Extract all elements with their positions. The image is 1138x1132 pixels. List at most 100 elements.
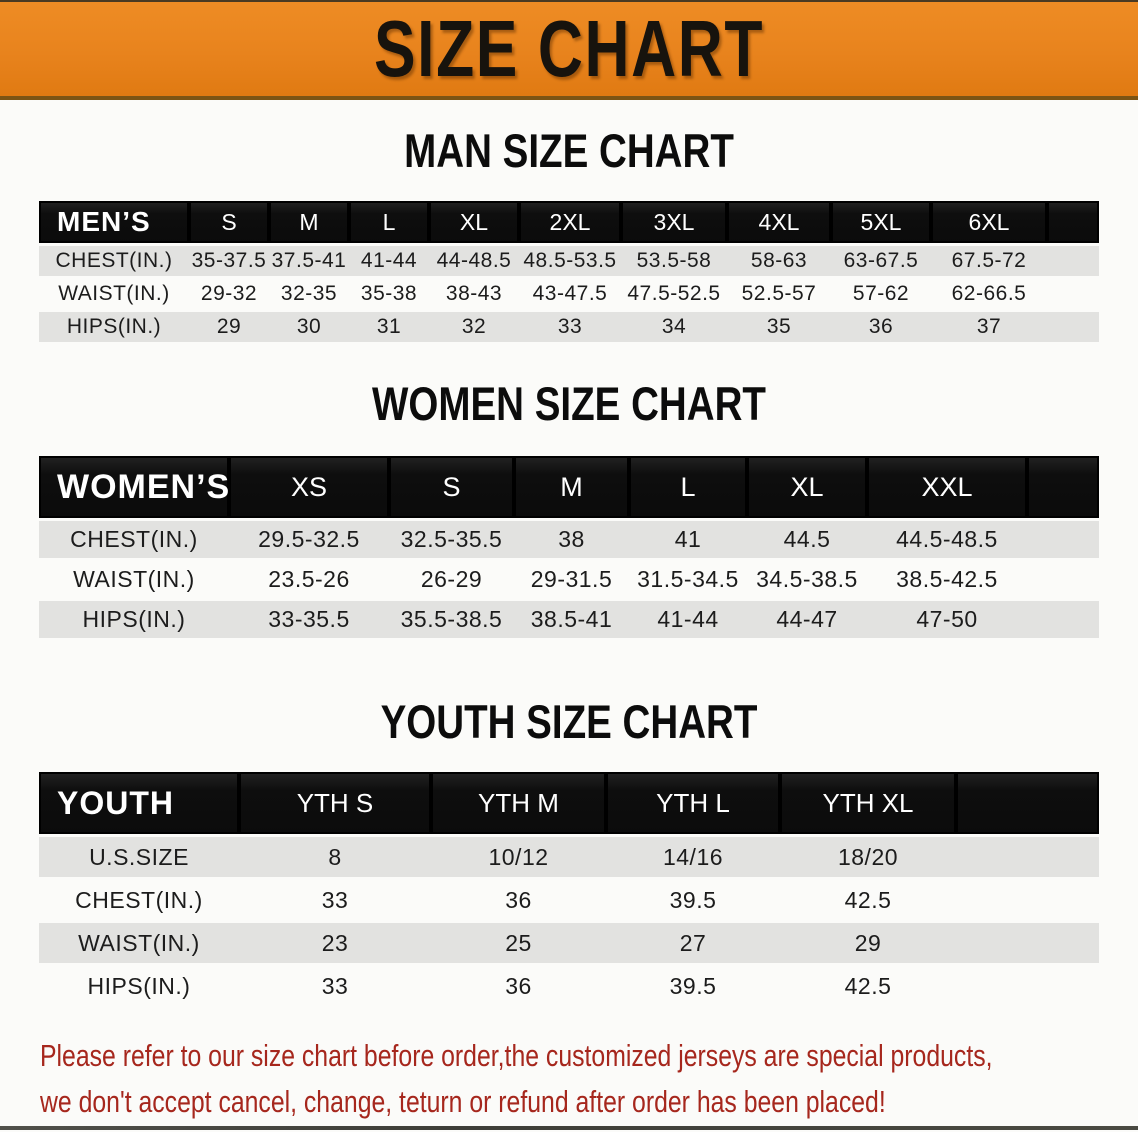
men-size-column-header: S	[189, 201, 269, 243]
women-size-value-cell: 26-29	[420, 566, 483, 592]
youth-row-label: HIPS(IN.)	[87, 972, 191, 999]
youth-corner-label: YOUTH	[39, 772, 239, 834]
men-size-value-cell: 32-35	[280, 282, 338, 305]
men-size-column-header: 4XL	[727, 201, 831, 243]
women-size-value-cell: 34.5-38.5	[756, 566, 858, 592]
men-size-column-header: XL	[429, 201, 519, 243]
youth-size-value-cell: 42.5	[844, 972, 892, 999]
men-size-value-cell: 53.5-58	[621, 246, 727, 276]
women-size-column-header: M	[514, 456, 629, 518]
bottom-edge-bar	[0, 1126, 1138, 1130]
men-size-value-cell: 29	[189, 312, 269, 342]
youth-row-label: WAIST(IN.)	[39, 923, 239, 963]
women-row-spacer	[1027, 561, 1099, 598]
men-size-value-cell: 31	[349, 312, 429, 342]
women-row-label: CHEST(IN.)	[39, 521, 229, 558]
women-size-value-cell: 38	[514, 521, 629, 558]
disclaimer-line-2: we don't accept cancel, change, teturn o…	[40, 1084, 886, 1119]
men-row-label: WAIST(IN.)	[58, 282, 170, 305]
women-size-column-header: XXL	[867, 456, 1027, 518]
women-size-value-cell: 44-47	[747, 601, 867, 638]
youth-size-column-header: YTH XL	[780, 772, 956, 834]
disclaimer-text: Please refer to our size chart before or…	[40, 1033, 1138, 1125]
women-header-row: WOMEN’S XS S M L XL XXL	[39, 456, 1099, 518]
women-size-value-cell: 44.5	[747, 521, 867, 558]
men-size-column-header: M	[269, 201, 349, 243]
men-size-value-cell: 35-38	[360, 282, 418, 305]
men-header-row: MEN’S S M L XL 2XL 3XL 4XL 5XL 6XL	[39, 201, 1099, 243]
men-size-column-header: 6XL	[931, 201, 1047, 243]
women-size-value-cell: 41-44	[629, 601, 747, 638]
youth-size-column-header: YTH S	[239, 772, 431, 834]
women-size-value-cell: 38.5-41	[514, 601, 629, 638]
women-section-heading: WOMEN SIZE CHART	[372, 377, 766, 430]
youth-size-value-cell: 14/16	[606, 837, 780, 877]
women-size-value-cell: 33-35.5	[229, 601, 389, 638]
men-size-column-header: 3XL	[621, 201, 727, 243]
men-size-value-cell: 47.5-52.5	[627, 282, 721, 305]
youth-section-heading: YOUTH SIZE CHART	[380, 695, 758, 748]
women-corner-label: WOMEN’S	[39, 456, 229, 518]
men-size-value-cell: 38-43	[445, 282, 503, 305]
youth-table-row: HIPS(IN.) 33 36 39.5 42.5	[39, 966, 1099, 1006]
disclaimer-line-1: Please refer to our size chart before or…	[40, 1038, 993, 1073]
youth-size-value-cell: 39.5	[669, 972, 717, 999]
youth-size-value-cell: 25	[431, 923, 606, 963]
women-size-value-cell: 23.5-26	[268, 566, 350, 592]
youth-size-value-cell: 10/12	[431, 837, 606, 877]
women-table-row: CHEST(IN.) 29.5-32.5 32.5-35.5 38 41 44.5 44.5…	[39, 521, 1099, 558]
men-size-value-cell: 62-66.5	[951, 282, 1027, 305]
men-size-value-cell: 48.5-53.5	[519, 246, 621, 276]
men-size-value-cell: 44-48.5	[429, 246, 519, 276]
men-size-value-cell: 52.5-57	[741, 282, 817, 305]
men-row-label: HIPS(IN.)	[39, 312, 189, 342]
youth-row-label: U.S.SIZE	[39, 837, 239, 877]
youth-size-value-cell: 8	[239, 837, 431, 877]
women-size-column-header: XS	[229, 456, 389, 518]
men-size-value-cell: 30	[269, 312, 349, 342]
men-header-spacer	[1047, 201, 1099, 243]
youth-size-column-header: YTH L	[606, 772, 780, 834]
women-size-value-cell: 31.5-34.5	[637, 566, 739, 592]
youth-header-spacer	[956, 772, 1099, 834]
women-size-column-header: S	[389, 456, 514, 518]
men-size-value-cell: 29-32	[200, 282, 258, 305]
youth-size-value-cell: 36	[505, 886, 532, 913]
men-size-value-cell: 32	[429, 312, 519, 342]
women-size-column-header: L	[629, 456, 747, 518]
women-size-value-cell: 29-31.5	[530, 566, 613, 592]
women-size-table: WOMEN’S XS S M L XL XXL CHEST(IN.) 29.5-32.5 32…	[39, 453, 1099, 641]
youth-size-value-cell: 23	[239, 923, 431, 963]
men-size-value-cell: 35-37.5	[189, 246, 269, 276]
men-size-value-cell: 35	[727, 312, 831, 342]
men-table-row: CHEST(IN.) 35-37.5 37.5-41 41-44 44-48.5 48.5…	[39, 246, 1099, 276]
men-corner-label: MEN’S	[39, 201, 189, 243]
youth-row-spacer	[956, 880, 1099, 920]
youth-size-value-cell: 33	[321, 886, 349, 913]
men-size-value-cell: 33	[519, 312, 621, 342]
youth-table-row: CHEST(IN.) 33 36 39.5 42.5	[39, 880, 1099, 920]
men-row-spacer	[1047, 246, 1099, 276]
men-size-value-cell: 34	[621, 312, 727, 342]
youth-size-value-cell: 18/20	[780, 837, 956, 877]
men-section-heading: MAN SIZE CHART	[404, 124, 734, 177]
youth-size-column-header: YTH M	[431, 772, 606, 834]
men-table-row: HIPS(IN.) 29 30 31 32 33 34 35 36 37	[39, 312, 1099, 342]
men-size-value-cell: 37.5-41	[269, 246, 349, 276]
men-size-column-header: L	[349, 201, 429, 243]
women-row-label: HIPS(IN.)	[39, 601, 229, 638]
size-chart-banner: SIZE CHART	[0, 0, 1138, 100]
men-size-value-cell: 36	[831, 312, 931, 342]
men-size-value-cell: 37	[931, 312, 1047, 342]
women-size-value-cell: 29.5-32.5	[229, 521, 389, 558]
women-header-spacer	[1027, 456, 1099, 518]
women-row-spacer	[1027, 601, 1099, 638]
men-size-value-cell: 57-62	[852, 282, 910, 305]
youth-size-value-cell: 29	[780, 923, 956, 963]
youth-header-row: YOUTH YTH S YTH M YTH L YTH XL	[39, 772, 1099, 834]
men-size-value-cell: 58-63	[727, 246, 831, 276]
men-size-value-cell: 67.5-72	[931, 246, 1047, 276]
men-row-spacer	[1047, 312, 1099, 342]
youth-size-value-cell: 27	[606, 923, 780, 963]
men-table-row: WAIST(IN.) 29-32 32-35 35-38 38-43 43-47.5 47.…	[39, 279, 1099, 309]
